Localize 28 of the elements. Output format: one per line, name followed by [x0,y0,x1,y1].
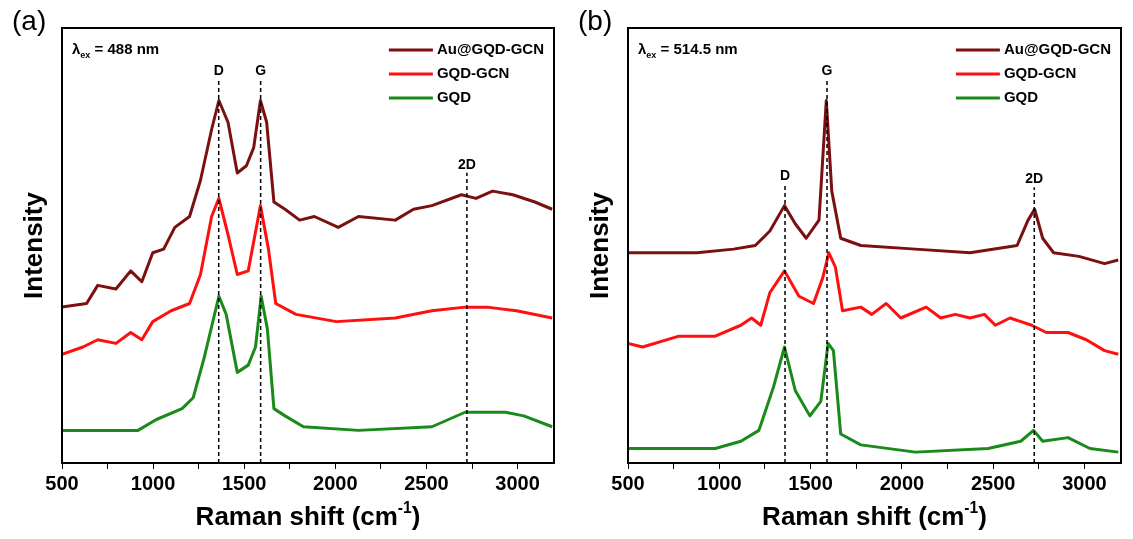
x-tick-label: 2000 [879,471,925,494]
chart-title: (a) [12,4,47,36]
chart-title: (b) [578,4,613,36]
x-tick-label: 3000 [1062,471,1107,494]
x-tick-label: 2500 [404,471,449,494]
ref-line-label: D [213,61,224,78]
x-tick-label: 2000 [313,471,358,494]
x-tick-label: 500 [611,471,645,494]
x-tick-label: 1500 [788,471,833,494]
x-tick-label: 2500 [970,471,1016,494]
x-tick-label: 3000 [495,471,540,494]
ref-line-label: G [821,61,833,78]
ref-line-label: G [255,61,267,78]
x-tick-label: 1000 [130,471,176,494]
legend-label: Au@GQD-GCN [436,40,545,58]
x-tick-label: 1000 [697,471,742,494]
ref-line-label: 2D [457,155,476,172]
x-tick-label: 1500 [221,471,267,494]
y-axis-title: Intensity [18,191,48,299]
y-axis-title: Intensity [584,191,614,299]
ref-line-label: 2D [1025,170,1044,187]
legend-label: GQD [1003,88,1039,106]
ref-line-label: D [779,166,791,183]
legend-label: GQD-GCN [436,64,510,82]
legend-label: Au@GQD-GCN [1003,40,1112,58]
x-tick-label: 500 [45,471,79,494]
legend-label: GQD-GCN [1003,64,1077,82]
legend-label: GQD [436,88,472,106]
